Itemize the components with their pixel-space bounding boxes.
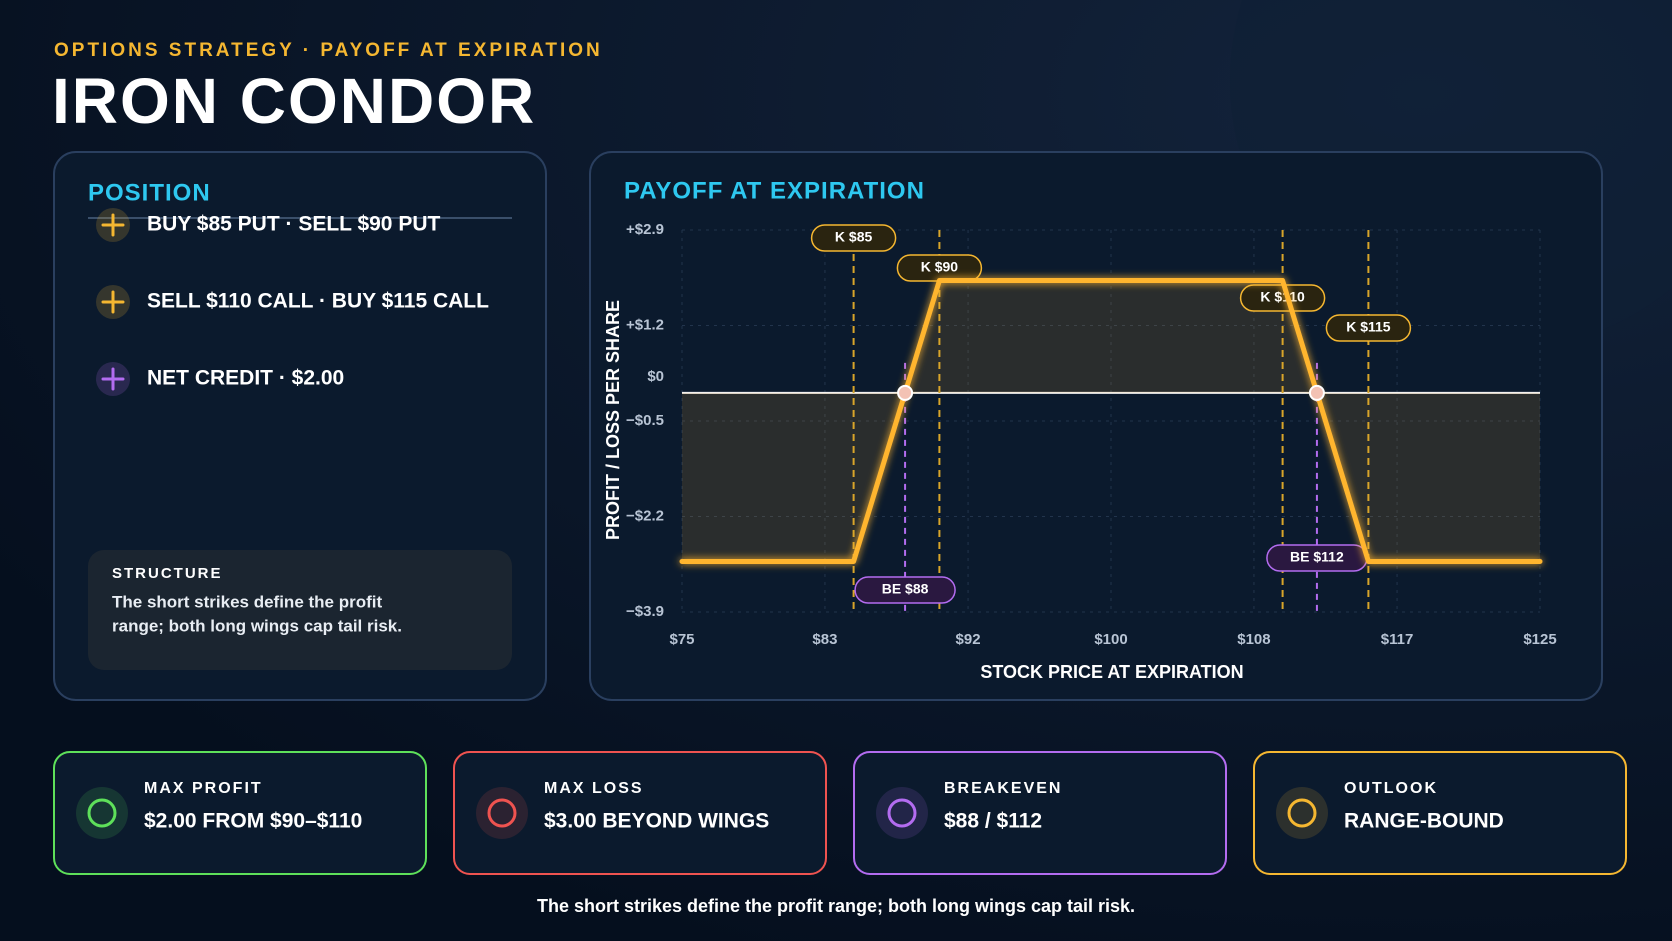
card-icon-bg	[76, 787, 128, 839]
strike-label: K $90	[921, 259, 959, 275]
card-label: OUTLOOK	[1344, 780, 1438, 797]
x-tick-label: $108	[1237, 631, 1270, 648]
card	[1253, 751, 1627, 875]
card-label: BREAKEVEN	[944, 780, 1062, 797]
card	[53, 751, 427, 875]
strike-label: K $85	[835, 229, 873, 245]
structure-box	[88, 550, 512, 670]
x-axis-title: STOCK PRICE AT EXPIRATION	[980, 662, 1243, 682]
chart-title: PAYOFF AT EXPIRATION	[624, 177, 925, 204]
x-tick-label: $100	[1094, 631, 1127, 648]
card	[853, 751, 1227, 875]
item-label: NET CREDIT · $2.00	[147, 367, 344, 390]
x-tick-label: $75	[669, 631, 694, 648]
item-icon-plus	[101, 367, 125, 391]
subtitle: OPTIONS STRATEGY · PAYOFF AT EXPIRATION	[54, 40, 603, 61]
card-value: $88 / $112	[944, 810, 1042, 833]
strike-pill	[1325, 314, 1412, 342]
structure-text: The short strikes define the profit	[112, 592, 382, 611]
y-tick-label: +$1.2	[626, 316, 664, 333]
card-label: MAX PROFIT	[144, 780, 263, 797]
y-tick-label: −$0.5	[626, 412, 664, 429]
card-value: $3.00 BEYOND WINGS	[544, 810, 769, 833]
card-icon	[487, 798, 517, 828]
y-tick-label: +$2.9	[626, 221, 664, 238]
breakeven-pill	[854, 576, 956, 604]
card-icon-bg	[876, 787, 928, 839]
item-label: SELL $110 CALL · BUY $115 CALL	[147, 290, 489, 313]
breakeven-label: BE $88	[882, 581, 929, 597]
card-icon	[1287, 798, 1317, 828]
payoff-area	[682, 280, 1540, 562]
y-axis-title: PROFIT / LOSS PER SHARE	[603, 300, 623, 540]
x-tick-label: $92	[956, 631, 981, 648]
breakeven-label: BE $112	[1290, 549, 1344, 565]
item-label: BUY $85 PUT · SELL $90 PUT	[147, 213, 440, 236]
strike-label: K $115	[1346, 319, 1391, 335]
position-title: POSITION	[88, 179, 211, 206]
page-title: IRON CONDOR	[52, 65, 536, 137]
item-icon-plus	[101, 290, 125, 314]
card-value: $2.00 FROM $90–$110	[144, 810, 362, 833]
payoff-line	[679, 278, 1543, 564]
card-icon-bg	[476, 787, 528, 839]
y-tick-label: −$2.2	[626, 507, 664, 524]
structure-text: range; both long wings cap tail risk.	[112, 616, 402, 635]
strike-pill	[810, 224, 897, 252]
card-label: MAX LOSS	[544, 780, 644, 797]
footer: The short strikes define the profit rang…	[537, 896, 1135, 916]
breakeven-point	[897, 384, 914, 401]
y-tick-label: −$3.9	[626, 603, 664, 620]
x-tick-label: $83	[812, 631, 837, 648]
card-icon	[887, 798, 917, 828]
breakeven-point	[1308, 384, 1325, 401]
structure-title: STRUCTURE	[112, 565, 223, 582]
card-icon	[87, 798, 117, 828]
card	[453, 751, 827, 875]
x-tick-label: $125	[1523, 631, 1556, 648]
card-value: RANGE-BOUND	[1344, 810, 1504, 833]
x-tick-label: $117	[1381, 631, 1414, 648]
strike-label: K $110	[1260, 289, 1305, 305]
item-icon-plus	[101, 213, 125, 237]
card-icon-bg	[1276, 787, 1328, 839]
y-tick-label: $0	[647, 368, 664, 385]
